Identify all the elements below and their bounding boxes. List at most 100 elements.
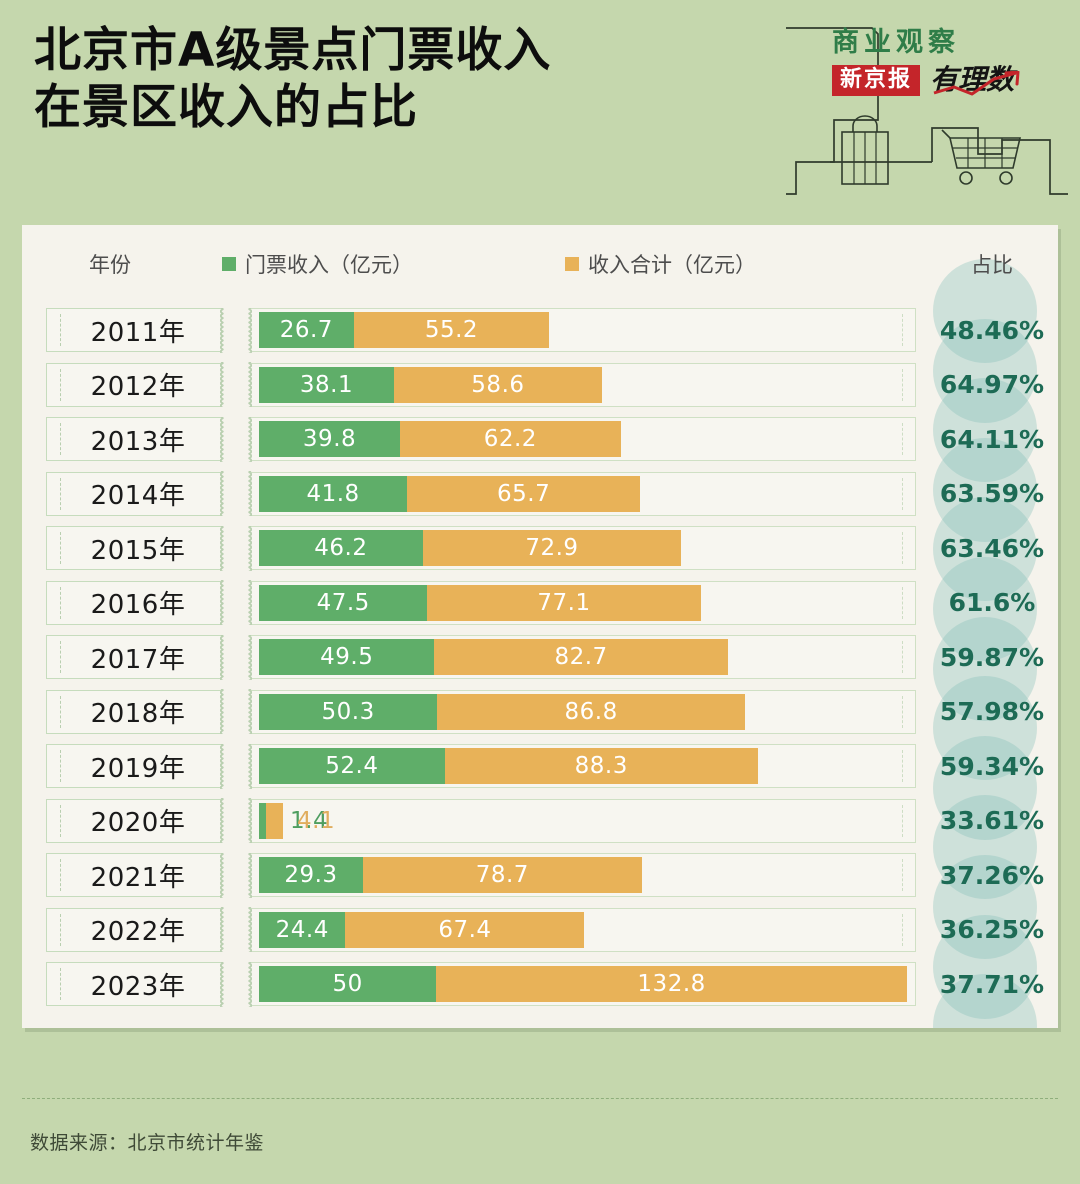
track-zigzag-edge-icon: [242, 416, 252, 462]
bar-group: 41.8 65.7: [259, 475, 907, 512]
track-perforation-dash: [902, 586, 903, 619]
bar-track: 52.4 88.3: [248, 743, 916, 789]
bar-value-total-revenue: 77.1: [537, 589, 591, 616]
year-value: 2021年: [90, 862, 186, 893]
bar-ticket-revenue: 29.3: [259, 857, 363, 894]
year-value: 2015年: [90, 535, 186, 566]
year-ticket-label: 2020年: [46, 798, 224, 844]
bar-value-total-revenue: 4.1: [297, 807, 336, 834]
table-row: 2014年 41.8 65.7 63.59%: [22, 467, 1058, 522]
year-ticket-label: 2011年: [46, 307, 224, 353]
bar-total-revenue: 86.8: [437, 693, 745, 730]
year-value: 2018年: [90, 699, 186, 730]
ticket-zigzag-edge-icon: [220, 907, 230, 953]
bar-value-total-revenue: 132.8: [637, 971, 706, 998]
bar-group: 24.4 67.4: [259, 911, 907, 948]
bar-value-total-revenue: 72.9: [525, 535, 579, 562]
bar-value-total-revenue: 62.2: [483, 426, 537, 453]
data-source-note: 数据来源：北京市统计年鉴: [30, 1133, 265, 1154]
bar-value-total-revenue: 58.6: [471, 371, 525, 398]
bar-track: 24.4 67.4: [248, 907, 916, 953]
title-line-1: 北京市A级景点门票收入: [34, 23, 552, 78]
bar-value-ticket-revenue: 38.1: [299, 371, 354, 398]
table-row: 2021年 29.3 78.7 37.26%: [22, 848, 1058, 903]
bar-track: 50.3 86.8: [248, 689, 916, 735]
chart-card: 年份 门票收入（亿元） 收入合计（亿元） 占比 2011年 26.7 55.2 48.…: [22, 225, 1058, 1028]
track-perforation-dash: [902, 314, 903, 347]
bar-group: 1.4 4.1: [259, 802, 907, 839]
track-zigzag-edge-icon: [242, 961, 252, 1007]
bar-value-ticket-revenue: 26.7: [279, 317, 333, 344]
ticket-perforation-dash: [60, 423, 61, 456]
legend-label-total-revenue: 收入合计（亿元）: [588, 254, 756, 277]
bar-total-revenue: 82.7: [434, 639, 728, 676]
percentage-value: 59.87%: [939, 642, 1045, 672]
ticket-perforation-dash: [60, 641, 61, 674]
bar-group: 46.2 72.9: [259, 530, 907, 567]
track-zigzag-edge-icon: [242, 471, 252, 517]
ticket-perforation-dash: [60, 532, 61, 565]
bar-value-ticket-revenue: 39.8: [302, 426, 357, 453]
bar-track: 1.4 4.1: [248, 798, 916, 844]
ticket-zigzag-edge-icon: [220, 471, 230, 517]
bar-group: 49.5 82.7: [259, 639, 907, 676]
column-header-year: 年份: [89, 254, 131, 277]
table-row: 2023年 50 132.8 37.71%: [22, 957, 1058, 1012]
bar-total-revenue: 77.1: [427, 584, 701, 621]
track-zigzag-edge-icon: [242, 362, 252, 408]
bar-total-revenue: 72.9: [422, 530, 682, 567]
percentage-value: 37.71%: [939, 969, 1045, 999]
bar-group: 52.4 88.3: [259, 748, 907, 785]
legend-item-ticket-revenue: 门票收入（亿元）: [222, 249, 413, 279]
ticket-perforation-dash: [60, 968, 61, 1001]
ticket-perforation-dash: [60, 695, 61, 728]
table-row: 2022年 24.4 67.4 36.25%: [22, 903, 1058, 958]
ticket-zigzag-edge-icon: [220, 961, 230, 1007]
bar-value-ticket-revenue: 49.5: [320, 644, 374, 671]
bar-ticket-revenue: 52.4: [259, 748, 445, 785]
bar-track: 41.8 65.7: [248, 471, 916, 517]
track-zigzag-edge-icon: [242, 798, 252, 844]
ticket-zigzag-edge-icon: [220, 798, 230, 844]
year-value: 2022年: [90, 917, 186, 948]
ticket-zigzag-edge-icon: [220, 362, 230, 408]
bar-total-revenue: 55.2: [353, 312, 550, 349]
percentage-value: 59.34%: [939, 751, 1045, 781]
bar-group: 29.3 78.7: [259, 857, 907, 894]
bar-ticket-revenue: 47.5: [259, 584, 428, 621]
year-value: 2019年: [90, 753, 186, 784]
track-zigzag-edge-icon: [242, 307, 252, 353]
bar-track: 38.1 58.6: [248, 362, 916, 408]
ticket-perforation-dash: [60, 859, 61, 892]
year-value: 2016年: [90, 590, 186, 621]
bar-value-total-revenue: 65.7: [497, 480, 551, 507]
bar-ticket-revenue: 38.1: [259, 366, 395, 403]
year-ticket-label: 2018年: [46, 689, 224, 735]
track-perforation-dash: [902, 804, 903, 837]
bar-value-ticket-revenue: 1.4: [290, 807, 329, 834]
bar-track: 49.5 82.7: [248, 634, 916, 680]
bar-total-revenue: 62.2: [400, 421, 621, 458]
track-zigzag-edge-icon: [242, 634, 252, 680]
percentage-value: 33.61%: [939, 806, 1045, 836]
track-zigzag-edge-icon: [242, 689, 252, 735]
bar-total-revenue: 78.7: [362, 857, 642, 894]
table-row: 2018年 50.3 86.8 57.98%: [22, 685, 1058, 740]
ticket-perforation-dash: [60, 913, 61, 946]
column-header-percentage: 占比: [971, 254, 1013, 277]
ticket-perforation-dash: [60, 750, 61, 783]
legend-label-ticket-revenue: 门票收入（亿元）: [245, 254, 413, 277]
bar-value-total-revenue: 78.7: [475, 862, 529, 889]
year-ticket-label: 2016年: [46, 580, 224, 626]
percentage-value: 64.97%: [939, 370, 1045, 400]
chart-legend: 门票收入（亿元） 收入合计（亿元）: [198, 249, 926, 279]
track-perforation-dash: [902, 423, 903, 456]
table-body: 2011年 26.7 55.2 48.46% 2012年 38.1 58.6 64.97% 20…: [22, 303, 1058, 1012]
track-perforation-dash: [902, 913, 903, 946]
bar-value-ticket-revenue: 47.5: [316, 589, 370, 616]
brand-logo-badge: 新京报: [832, 64, 921, 96]
ticket-zigzag-edge-icon: [220, 634, 230, 680]
ticket-zigzag-edge-icon: [220, 525, 230, 571]
track-zigzag-edge-icon: [242, 907, 252, 953]
brand-series-name: 商业观察: [832, 27, 960, 58]
